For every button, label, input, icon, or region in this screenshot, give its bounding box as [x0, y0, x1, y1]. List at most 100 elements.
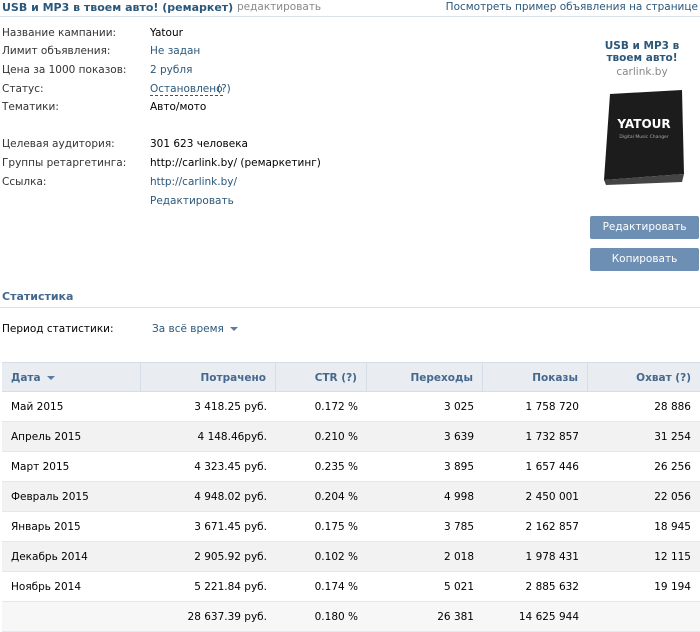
table-cell: 5 021 — [443, 581, 474, 593]
table-cell: 2 018 — [443, 551, 474, 563]
info-value: http://carlink.by/ (ремаркетинг) — [150, 157, 321, 169]
table-cell: 4 148.46руб. — [197, 431, 267, 443]
table-cell: 4 998 — [443, 491, 474, 503]
table-cell: 28 637.39 руб. — [187, 611, 267, 623]
table-cell: 14 625 944 — [518, 611, 579, 623]
period-label: Период статистики: — [2, 323, 114, 335]
info-value[interactable]: http://carlink.by/ — [150, 176, 238, 188]
ad-title: USB и MP3 в твоем авто! (ремаркет) — [2, 1, 234, 14]
column-title[interactable]: Показы — [532, 372, 578, 384]
table-cell: 26 381 — [437, 611, 474, 623]
table-cell: 1 657 446 — [525, 461, 579, 473]
image-brand: YATOUR — [616, 117, 670, 131]
table-cell: 1 758 720 — [525, 401, 579, 413]
table-cell: 5 221.84 руб. — [194, 581, 267, 593]
column-header[interactable]: CTR (?) — [276, 363, 367, 393]
dropdown-arrow — [229, 327, 238, 331]
info-value[interactable]: 2 рубля — [150, 64, 193, 76]
table-row: Май 2015 3 418.25 руб. 0.172 % 3 025 1 758 7… — [2, 392, 700, 422]
column-title[interactable]: Дата — [11, 372, 41, 384]
table-cell: 0.174 % — [314, 581, 358, 593]
table-cell: 22 056 — [654, 491, 691, 503]
table-cell: 2 450 001 — [525, 491, 579, 503]
ad-preview-domain: carlink.by — [616, 66, 668, 78]
table-cell: 0.204 % — [314, 491, 358, 503]
image-caption: Digital Music Changer — [619, 134, 668, 140]
column-header[interactable]: Потрачено — [141, 363, 276, 393]
table-cell: Январь 2015 — [11, 521, 81, 533]
table-cell: 4 323.45 руб. — [194, 461, 267, 473]
table-cell: 18 945 — [654, 521, 691, 533]
help-icon[interactable]: (?) — [217, 83, 231, 95]
ad-image[interactable]: YATOUR Digital Music Changer — [596, 86, 688, 186]
info-label: Группы ретаргетинга: — [2, 157, 127, 169]
table-cell: 3 671.45 руб. — [194, 521, 267, 533]
table-cell: 2 905.92 руб. — [194, 551, 267, 563]
table-cell — [2, 602, 141, 632]
edit-button[interactable]: Редактировать — [590, 216, 699, 239]
column-title[interactable]: CTR (?) — [314, 372, 357, 384]
table-cell: 12 115 — [654, 551, 691, 563]
info-label: Тематики: — [2, 101, 59, 113]
period-value[interactable]: За всё время — [152, 323, 224, 335]
table-cell: 1 978 431 — [525, 551, 579, 563]
column-header[interactable]: Охват (?) — [588, 363, 700, 393]
table-cell: 3 025 — [443, 401, 474, 413]
info-label: Лимит объявления: — [2, 45, 111, 57]
table-cell — [588, 602, 700, 632]
info-edit-link[interactable]: Редактировать — [150, 195, 234, 207]
table-cell: 3 785 — [443, 521, 474, 533]
table-cell: 0.210 % — [314, 431, 358, 443]
column-title[interactable]: Охват (?) — [636, 372, 691, 384]
table-cell: 0.180 % — [314, 611, 358, 623]
period-select[interactable]: За всё время — [152, 323, 238, 335]
table-cell: Февраль 2015 — [11, 491, 89, 503]
preview-link[interactable]: Посмотреть пример объявления на странице — [445, 1, 698, 13]
column-title[interactable]: Потрачено — [200, 372, 267, 384]
table-cell: 26 256 — [654, 461, 691, 473]
info-label: Ссылка: — [2, 176, 47, 188]
sort-arrow — [46, 376, 55, 380]
stats-title: Статистика — [2, 290, 74, 303]
table-cell: 3 639 — [443, 431, 474, 443]
info-label: Целевая аудитория: — [2, 138, 115, 150]
column-header[interactable]: Показы — [483, 363, 588, 393]
table-row: Апрель 2015 4 148.46руб. 0.210 % 3 639 1 732… — [2, 422, 700, 452]
ad-preview-title[interactable]: USB и MP3 в твоем авто! — [604, 40, 680, 64]
table-cell: 2 885 632 — [525, 581, 579, 593]
info-label: Цена за 1000 показов: — [2, 64, 127, 76]
column-header[interactable]: Дата — [2, 363, 141, 393]
table-cell: 3 895 — [443, 461, 474, 473]
table-row: Февраль 2015 4 948.02 руб. 0.204 % 4 998 2 4… — [2, 482, 700, 512]
table-cell: 1 732 857 — [525, 431, 579, 443]
table-cell: 31 254 — [654, 431, 691, 443]
table-cell: 2 162 857 — [525, 521, 579, 533]
table-cell: 0.172 % — [314, 401, 358, 413]
table-header: Дата Потрачено CTR (?) Переходы Показы Охват … — [2, 362, 700, 393]
edit-link[interactable]: редактировать — [237, 1, 322, 13]
table-cell: 0.175 % — [314, 521, 358, 533]
column-title[interactable]: Переходы — [410, 372, 473, 384]
table-row: Декабрь 2014 2 905.92 руб. 0.102 % 2 018 1 9… — [2, 542, 700, 572]
table-cell: 3 418.25 руб. — [194, 401, 267, 413]
table-cell: Ноябрь 2014 — [11, 581, 82, 593]
info-value[interactable]: Не задан — [150, 45, 201, 57]
table-cell: 19 194 — [654, 581, 691, 593]
table-cell: 0.235 % — [314, 461, 358, 473]
copy-button[interactable]: Копировать — [590, 248, 699, 271]
table-cell: Апрель 2015 — [11, 431, 82, 443]
column-header[interactable]: Переходы — [367, 363, 483, 393]
table-row: Ноябрь 2014 5 221.84 руб. 0.174 % 5 021 2 88… — [2, 572, 700, 602]
divider — [0, 16, 700, 17]
info-value: Авто/мото — [150, 101, 207, 113]
info-value: Yatour — [150, 27, 183, 39]
table-cell: Декабрь 2014 — [11, 551, 88, 563]
table-cell: 28 886 — [654, 401, 691, 413]
table-cell: 0.102 % — [314, 551, 358, 563]
info-label: Статус: — [2, 83, 44, 95]
table-cell: Март 2015 — [11, 461, 70, 473]
table-row: Март 2015 4 323.45 руб. 0.235 % 3 895 1 657 … — [2, 452, 700, 482]
table-cell: Май 2015 — [11, 401, 64, 413]
table-cell: 4 948.02 руб. — [194, 491, 267, 503]
